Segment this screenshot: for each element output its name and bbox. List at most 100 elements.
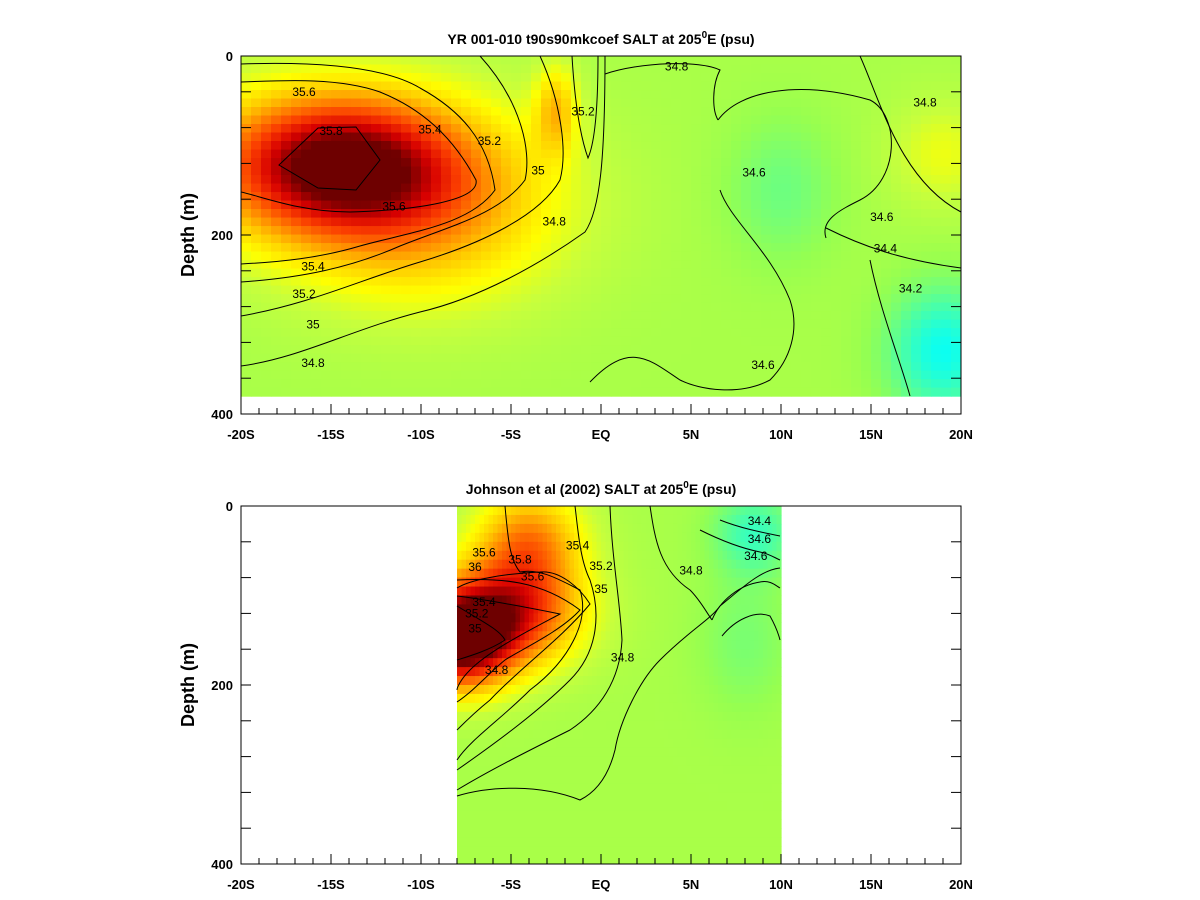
heatmap-cell (587, 783, 593, 793)
heatmap-cell (506, 667, 512, 677)
heatmap-cell (520, 649, 526, 659)
heatmap-cell (431, 124, 442, 134)
heatmap-cell (601, 631, 607, 641)
heatmap-cell (931, 90, 942, 100)
heatmap-cell (493, 506, 499, 516)
heatmap-cell (431, 90, 442, 100)
heatmap-cell (791, 200, 802, 210)
heatmap-cell (547, 801, 553, 811)
heatmap-cell (533, 801, 539, 811)
heatmap-cell (431, 370, 442, 380)
heatmap-cell (632, 541, 638, 552)
heatmap-cell (664, 819, 670, 829)
heatmap-cell (691, 277, 702, 287)
heatmap-cell (951, 107, 961, 117)
heatmap-cell (241, 175, 252, 185)
heatmap-cell (547, 532, 553, 543)
heatmap-cell (569, 855, 575, 864)
heatmap-cell (551, 792, 557, 802)
heatmap-cell (361, 64, 372, 74)
heatmap-cell (261, 81, 272, 91)
heatmap-cell (871, 81, 882, 91)
heatmap-cell (650, 676, 656, 686)
heatmap-cell (901, 319, 912, 329)
contour-label: 35.4 (418, 122, 442, 136)
heatmap-cell (541, 277, 552, 287)
heatmap-cell (621, 81, 632, 91)
heatmap-cell (551, 319, 562, 329)
heatmap-cell (560, 622, 566, 632)
heatmap-cell (701, 387, 712, 397)
heatmap-cell (331, 379, 342, 389)
heatmap-cell (841, 328, 852, 338)
heatmap-cell (501, 115, 512, 125)
heatmap-cell (361, 234, 372, 244)
heatmap-cell (628, 550, 634, 561)
heatmap-cell (381, 311, 392, 321)
heatmap-cell (601, 115, 612, 125)
heatmap-cell (331, 251, 342, 261)
heatmap-cell (681, 311, 692, 321)
heatmap-cell (651, 379, 662, 389)
heatmap-cell (521, 226, 532, 236)
heatmap-cell (592, 532, 598, 543)
heatmap-cell (661, 285, 672, 295)
heatmap-cell (731, 149, 742, 159)
heatmap-cell (583, 774, 589, 785)
heatmap-cell (791, 149, 802, 159)
heatmap-cell (761, 132, 772, 142)
heatmap-cell (484, 685, 490, 695)
heatmap-cell (531, 243, 542, 253)
heatmap-cell (515, 855, 521, 864)
heatmap-cell (457, 685, 463, 695)
heatmap-cell (431, 362, 442, 372)
heatmap-cell (861, 98, 872, 108)
panel-bottom: Johnson et al (2002) SALT at 2050E (psu)… (178, 480, 973, 892)
heatmap-cell (561, 132, 572, 142)
heatmap-cell (811, 379, 822, 389)
heatmap-cell (560, 595, 566, 606)
heatmap-cell (711, 183, 722, 193)
heatmap-cell (479, 711, 485, 722)
heatmap-cell (241, 387, 252, 397)
heatmap-cell (501, 73, 512, 83)
heatmap-cell (341, 192, 352, 202)
heatmap-cell (592, 640, 598, 650)
heatmap-cell (470, 532, 476, 543)
heatmap-cell (641, 98, 652, 108)
heatmap-cell (491, 362, 502, 372)
heatmap-cell (524, 720, 530, 731)
heatmap-cell (664, 720, 670, 731)
heatmap-cell (632, 828, 638, 838)
heatmap-cell (531, 319, 542, 329)
heatmap-cell (677, 693, 683, 704)
heatmap-cell (311, 183, 322, 193)
heatmap-cell (461, 98, 472, 108)
heatmap-cell (551, 774, 557, 785)
heatmap-cell (619, 532, 625, 543)
heatmap-cell (871, 149, 882, 159)
heatmap-cell (891, 73, 902, 83)
heatmap-cell (511, 353, 522, 363)
heatmap-cell (791, 294, 802, 304)
heatmap-cell (771, 379, 782, 389)
heatmap-cell (631, 132, 642, 142)
heatmap-cell (671, 260, 682, 270)
heatmap-cell (521, 370, 532, 380)
heatmap-cell (631, 260, 642, 270)
heatmap-cell (261, 217, 272, 227)
heatmap-cell (471, 81, 482, 91)
heatmap-cell (556, 783, 562, 793)
heatmap-cell (921, 302, 932, 312)
heatmap-cell (941, 243, 952, 253)
heatmap-cell (791, 311, 802, 321)
heatmap-cell (441, 362, 452, 372)
heatmap-cell (488, 631, 494, 641)
heatmap-cell (619, 774, 625, 785)
heatmap-cell (241, 141, 252, 151)
heatmap-cell (591, 319, 602, 329)
heatmap-cell (592, 523, 598, 534)
heatmap-cell (646, 846, 652, 856)
heatmap-cell (911, 226, 922, 236)
heatmap-cell (479, 604, 485, 614)
